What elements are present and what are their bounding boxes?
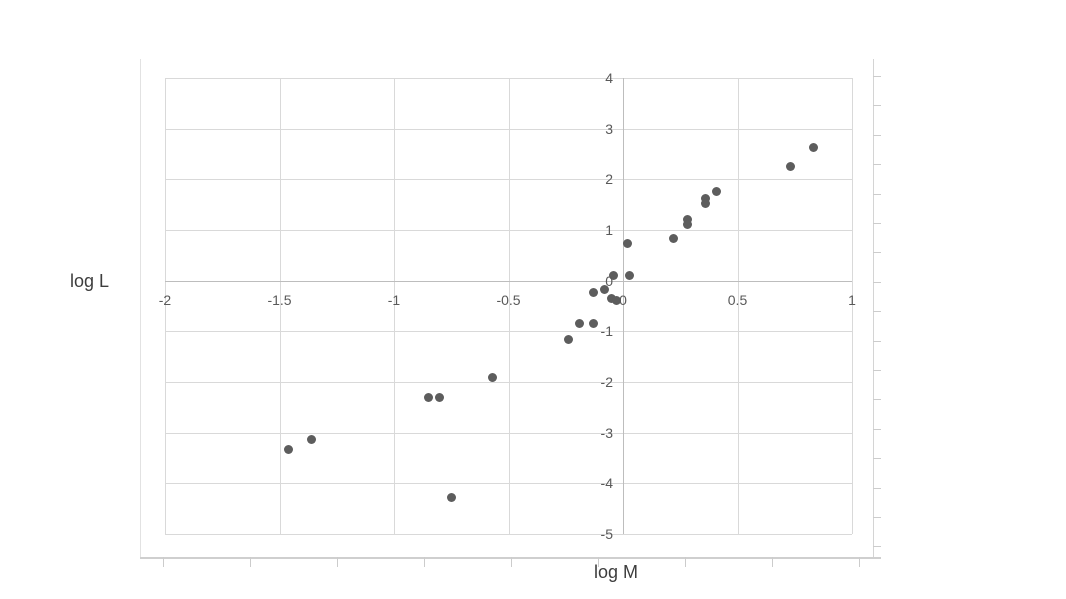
bottom-tick [511, 557, 512, 567]
data-point [623, 239, 633, 249]
y-tick-label: 4 [605, 70, 613, 86]
vertical-gridline [165, 78, 166, 534]
bottom-tick [685, 557, 686, 567]
right-tick [873, 164, 881, 166]
bottom-tick [337, 557, 338, 567]
y-tick-label: -3 [600, 424, 613, 441]
y-tick-label: 1 [605, 222, 613, 238]
right-tick [873, 340, 881, 342]
data-point [668, 233, 678, 243]
right-tick [873, 311, 881, 313]
bottom-tick [163, 557, 164, 567]
data-point [284, 444, 294, 454]
y-tick-label: 3 [605, 120, 613, 137]
right-tick [873, 252, 881, 254]
horizontal-gridline [165, 179, 852, 181]
right-tick [873, 105, 881, 107]
y-tick-label: -4 [600, 475, 613, 492]
y-tick-label: -5 [600, 526, 613, 542]
data-point [446, 493, 456, 503]
horizontal-gridline [165, 483, 852, 485]
right-tick [873, 517, 881, 518]
data-point [600, 285, 610, 295]
chart-frame-left-border [140, 59, 141, 557]
right-tick [873, 134, 881, 136]
y-tick-label: 0 [605, 272, 613, 289]
data-point [700, 194, 710, 204]
vertical-gridline [737, 78, 739, 534]
x-tick-label: 0 [619, 291, 627, 308]
right-tick [873, 428, 881, 430]
bottom-tick [424, 557, 425, 567]
data-point [423, 392, 433, 402]
vertical-gridline [279, 78, 281, 534]
data-point [588, 318, 598, 328]
horizontal-gridline [165, 78, 852, 79]
data-point [609, 270, 619, 280]
right-tick [873, 193, 881, 195]
bottom-tick [598, 557, 599, 567]
vertical-gridline [852, 78, 853, 534]
data-point [785, 162, 795, 172]
data-point [487, 372, 497, 382]
x-axis-title: log M [594, 562, 639, 582]
x-tick-label: -1.5 [267, 291, 292, 308]
x-tick-label: -0.5 [496, 291, 521, 308]
horizontal-gridline [165, 128, 852, 130]
data-point [700, 199, 710, 209]
right-tick [873, 223, 881, 224]
bottom-tick [772, 557, 773, 567]
data-point [682, 214, 692, 224]
right-tick [873, 458, 881, 460]
chart-frame-right-border [873, 59, 874, 557]
vertical-gridline [508, 78, 510, 534]
chart-frame-bottom-border [140, 557, 881, 559]
bottom-tick [859, 557, 860, 567]
bottom-tick [250, 557, 251, 567]
x-tick-label: 1 [848, 291, 856, 308]
right-tick [873, 487, 881, 489]
data-point [574, 318, 584, 328]
y-tick-label: 2 [605, 171, 613, 188]
right-tick [873, 370, 881, 371]
horizontal-gridline [165, 534, 852, 535]
data-point [625, 270, 635, 280]
data-point [435, 392, 445, 402]
horizontal-gridline [165, 331, 852, 333]
data-point [563, 335, 573, 345]
x-tick-label: -2 [158, 291, 172, 308]
data-point [712, 186, 722, 196]
horizontal-gridline [165, 432, 852, 434]
right-tick [873, 399, 881, 401]
right-tick [873, 546, 881, 548]
y-axis-line [623, 78, 624, 534]
right-tick [873, 76, 881, 77]
plot-area [165, 78, 853, 535]
y-axis-title: log L [70, 271, 110, 291]
data-point [611, 296, 621, 306]
y-tick-label: -1 [600, 323, 613, 340]
x-tick-label: -1 [387, 291, 401, 308]
y-tick-label: -2 [600, 374, 613, 390]
data-point [682, 220, 692, 230]
right-tick [873, 281, 881, 283]
vertical-gridline [394, 78, 395, 534]
data-point [808, 142, 818, 152]
horizontal-gridline [165, 382, 852, 383]
data-point [307, 435, 317, 445]
x-axis-line [165, 280, 852, 282]
data-point [607, 293, 617, 303]
x-tick-label: 0.5 [727, 291, 748, 308]
data-point [588, 287, 598, 297]
horizontal-gridline [165, 230, 852, 231]
